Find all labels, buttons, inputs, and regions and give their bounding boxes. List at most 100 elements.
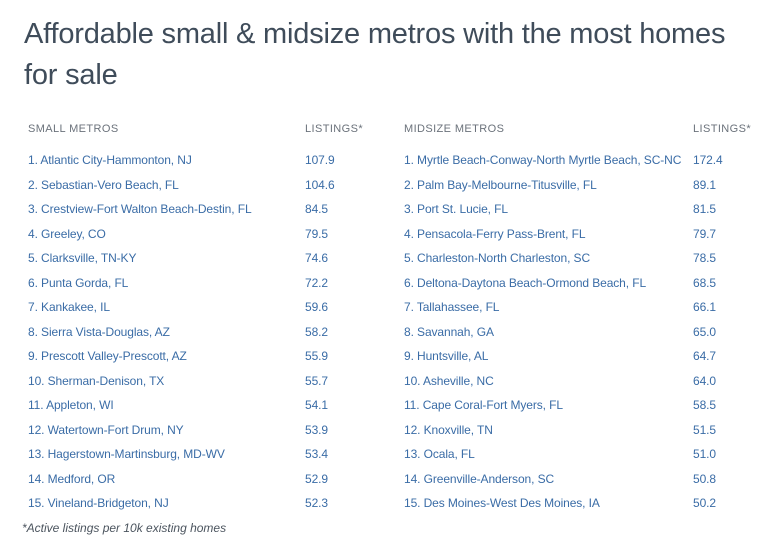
listings-value: 104.6 [305, 177, 335, 192]
listings-value: 74.6 [305, 251, 328, 266]
listings-value: 51.5 [693, 422, 716, 437]
metro-name: 4. Pensacola-Ferry Pass-Brent, FL [404, 226, 586, 241]
table-row: 5. Charleston-North Charleston, SC 78.5 [404, 246, 744, 271]
table-row: 10. Asheville, NC 64.0 [404, 369, 744, 394]
table-row: 8. Savannah, GA 65.0 [404, 320, 744, 345]
table-row: 3. Port St. Lucie, FL 81.5 [404, 197, 744, 222]
metro-name: 7. Kankakee, IL [28, 300, 110, 315]
metro-name: 14. Greenville-Anderson, SC [404, 471, 555, 486]
table-row: 2. Sebastian-Vero Beach, FL 104.6 [28, 173, 400, 198]
metro-name: 13. Ocala, FL [404, 447, 475, 462]
small-metros-table-header: SMALL METROS LISTINGS* [28, 122, 400, 136]
metro-name: 4. Greeley, CO [28, 226, 106, 241]
listings-value: 84.5 [305, 202, 328, 217]
page-title: Affordable small & midsize metros with t… [24, 18, 726, 91]
listings-value: 58.5 [693, 398, 716, 413]
listings-value: 107.9 [305, 153, 335, 168]
listings-value: 79.5 [305, 226, 328, 241]
metro-name: 1. Atlantic City-Hammonton, NJ [28, 153, 192, 168]
listings-value: 53.4 [305, 447, 328, 462]
table-row: 13. Hagerstown-Martinsburg, MD-WV 53.4 [28, 442, 400, 467]
listings-value: 64.7 [693, 349, 716, 364]
metro-name: 8. Sierra Vista-Douglas, AZ [28, 324, 170, 339]
metro-name: 15. Des Moines-West Des Moines, IA [404, 496, 600, 511]
small-metros-table: SMALL METROS LISTINGS* 1. Atlantic City-… [28, 122, 400, 516]
metro-name: 14. Medford, OR [28, 471, 116, 486]
metro-name: 9. Huntsville, AL [404, 349, 489, 364]
metro-name: 9. Prescott Valley-Prescott, AZ [28, 349, 187, 364]
table-row: 6. Deltona-Daytona Beach-Ormond Beach, F… [404, 271, 744, 296]
midsize-metros-column-header: MIDSIZE METROS [404, 123, 505, 135]
table-row: 1. Atlantic City-Hammonton, NJ 107.9 [28, 148, 400, 173]
listings-value: 58.2 [305, 324, 328, 339]
table-row: 13. Ocala, FL 51.0 [404, 442, 744, 467]
metro-name: 7. Tallahassee, FL [404, 300, 500, 315]
listings-value: 55.9 [305, 349, 328, 364]
table-row: 15. Vineland-Bridgeton, NJ 52.3 [28, 491, 400, 516]
metro-name: 2. Sebastian-Vero Beach, FL [28, 177, 179, 192]
table-row: 12. Knoxville, TN 51.5 [404, 418, 744, 443]
metro-name: 3. Port St. Lucie, FL [404, 202, 508, 217]
table-row: 4. Pensacola-Ferry Pass-Brent, FL 79.7 [404, 222, 744, 247]
table-row: 14. Medford, OR 52.9 [28, 467, 400, 492]
table-row: 1. Myrtle Beach-Conway-North Myrtle Beac… [404, 148, 744, 173]
table-row: 15. Des Moines-West Des Moines, IA 50.2 [404, 491, 744, 516]
listings-value: 81.5 [693, 202, 716, 217]
listings-value: 79.7 [693, 226, 716, 241]
metro-name: 10. Sherman-Denison, TX [28, 373, 165, 388]
listings-value: 51.0 [693, 447, 716, 462]
metro-name: 3. Crestview-Fort Walton Beach-Destin, F… [28, 202, 252, 217]
listings-value: 64.0 [693, 373, 716, 388]
small-metros-listings-column-header: LISTINGS* [305, 123, 364, 135]
table-row: 3. Crestview-Fort Walton Beach-Destin, F… [28, 197, 400, 222]
table-row: 9. Prescott Valley-Prescott, AZ 55.9 [28, 344, 400, 369]
metro-name: 2. Palm Bay-Melbourne-Titusville, FL [404, 177, 597, 192]
metro-name: 11. Cape Coral-Fort Myers, FL [404, 398, 563, 413]
listings-value: 66.1 [693, 300, 716, 315]
listings-value: 50.2 [693, 496, 716, 511]
midsize-metros-listings-column-header: LISTINGS* [693, 123, 752, 135]
metro-name: 10. Asheville, NC [404, 373, 494, 388]
footnote: *Active listings per 10k existing homes [22, 520, 227, 535]
listings-value: 50.8 [693, 471, 716, 486]
table-row: 7. Tallahassee, FL 66.1 [404, 295, 744, 320]
listings-value: 52.9 [305, 471, 328, 486]
listings-value: 59.6 [305, 300, 328, 315]
metro-name: 1. Myrtle Beach-Conway-North Myrtle Beac… [404, 153, 682, 168]
table-row: 5. Clarksville, TN-KY 74.6 [28, 246, 400, 271]
metro-name: 8. Savannah, GA [404, 324, 494, 339]
metro-name: 12. Knoxville, TN [404, 422, 493, 437]
listings-value: 78.5 [693, 251, 716, 266]
listings-value: 172.4 [693, 153, 723, 168]
table-row: 12. Watertown-Fort Drum, NY 53.9 [28, 418, 400, 443]
listings-value: 54.1 [305, 398, 328, 413]
metro-name: 5. Clarksville, TN-KY [28, 251, 137, 266]
midsize-metros-table-header: MIDSIZE METROS LISTINGS* [404, 122, 751, 136]
table-row: 2. Palm Bay-Melbourne-Titusville, FL 89.1 [404, 173, 744, 198]
table-row: 10. Sherman-Denison, TX 55.7 [28, 369, 400, 394]
listings-value: 53.9 [305, 422, 328, 437]
table-row: 9. Huntsville, AL 64.7 [404, 344, 744, 369]
table-row: 11. Appleton, WI 54.1 [28, 393, 400, 418]
midsize-metros-table: MIDSIZE METROS LISTINGS* 1. Myrtle Beach… [404, 122, 751, 516]
table-row: 4. Greeley, CO 79.5 [28, 222, 400, 247]
metro-name: 15. Vineland-Bridgeton, NJ [28, 496, 169, 511]
listings-value: 65.0 [693, 324, 716, 339]
table-row: 6. Punta Gorda, FL 72.2 [28, 271, 400, 296]
midsize-metros-rows: 1. Myrtle Beach-Conway-North Myrtle Beac… [404, 148, 744, 516]
listings-value: 72.2 [305, 275, 328, 290]
table-row: 14. Greenville-Anderson, SC 50.8 [404, 467, 744, 492]
metro-name: 6. Deltona-Daytona Beach-Ormond Beach, F… [404, 275, 647, 290]
listings-value: 55.7 [305, 373, 328, 388]
metro-name: 5. Charleston-North Charleston, SC [404, 251, 591, 266]
table-row: 8. Sierra Vista-Douglas, AZ 58.2 [28, 320, 400, 345]
listings-value: 68.5 [693, 275, 716, 290]
metro-tables: SMALL METROS LISTINGS* 1. Atlantic City-… [24, 122, 751, 516]
listings-value: 89.1 [693, 177, 716, 192]
small-metros-column-header: SMALL METROS [28, 123, 119, 135]
metro-name: 6. Punta Gorda, FL [28, 275, 129, 290]
metro-name: 12. Watertown-Fort Drum, NY [28, 422, 184, 437]
small-metros-rows: 1. Atlantic City-Hammonton, NJ 107.9 2. Se… [28, 148, 400, 516]
metro-name: 13. Hagerstown-Martinsburg, MD-WV [28, 447, 225, 462]
